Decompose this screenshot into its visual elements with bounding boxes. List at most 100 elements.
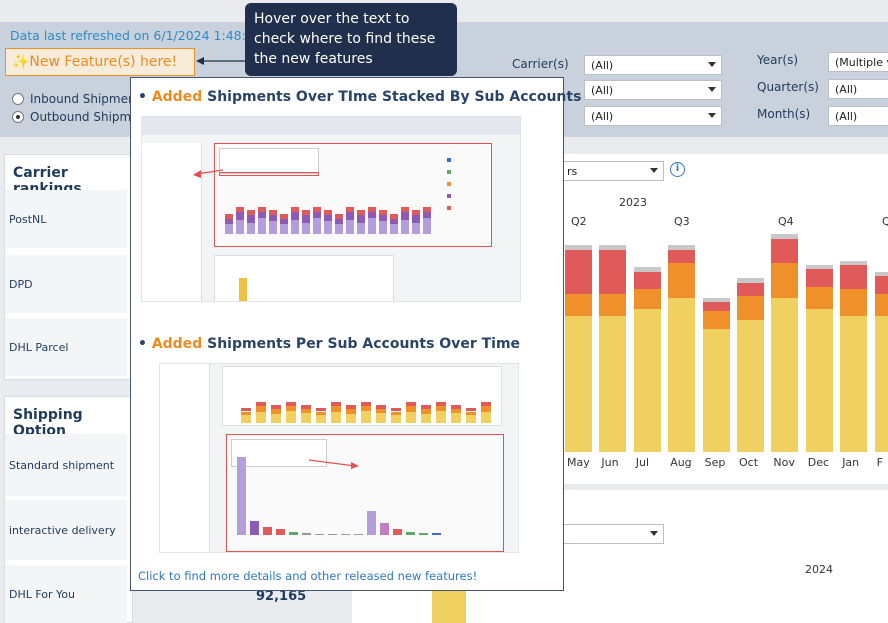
shipping-option-row[interactable]: DHL For You (5, 565, 127, 623)
chart-bar-segment[interactable] (737, 320, 764, 452)
chart-bar-segment[interactable] (771, 234, 799, 239)
thumb-bar-segment (313, 206, 321, 212)
chart-bar-segment[interactable] (668, 249, 696, 263)
chart-bar-segment[interactable] (565, 245, 592, 250)
secondary-chart-select[interactable] (560, 524, 664, 544)
info-icon[interactable]: i (670, 162, 685, 177)
chart-bar-segment[interactable] (668, 245, 696, 250)
thumb-bar-segment (379, 221, 387, 234)
chart-bar-segment[interactable] (668, 262, 696, 298)
filter3-select[interactable]: (All) (584, 106, 722, 126)
thumb-bar-segment (225, 219, 233, 224)
shipping-option-row[interactable]: Standard shipment (5, 434, 127, 496)
chart-measure-select[interactable]: rs (560, 161, 664, 181)
year-select[interactable]: (Multiple va (828, 52, 888, 72)
thumb-bar-segment (466, 407, 476, 412)
year-header-2024: 2024 (805, 563, 833, 576)
chart-bar-segment[interactable] (874, 276, 888, 294)
thumb-bar (380, 523, 389, 535)
radio-outbound[interactable]: Outbound Shipme (12, 110, 139, 124)
chart-bar-segment[interactable] (633, 271, 661, 290)
chart-bar-segment[interactable] (805, 269, 833, 287)
thumb-bar-segment (379, 210, 387, 216)
thumb-side-list (160, 364, 210, 552)
thumb-bar (289, 532, 298, 535)
popup-section2-heading: • Added Shipments Per Sub Accounts Over … (138, 336, 521, 352)
chart-bar-segment[interactable] (668, 298, 696, 452)
thumb-bar-segment (346, 414, 356, 423)
thumb-bar-segment (346, 211, 354, 220)
chevron-down-icon (708, 62, 716, 67)
chart-bar-segment[interactable] (599, 293, 627, 316)
thumb-bar-segment (280, 224, 288, 234)
shipping-option-row[interactable]: interactive delivery (5, 500, 127, 560)
carrier-select[interactable]: (All) (584, 55, 722, 75)
chart-bar-segment[interactable] (702, 302, 730, 312)
chart-bar-segment[interactable] (805, 287, 833, 309)
thumb-bar-segment (346, 404, 356, 409)
chart-bar-segment[interactable] (771, 238, 799, 263)
quarter-select[interactable]: (All) (828, 79, 888, 99)
chart-bar-segment[interactable] (874, 271, 888, 276)
chart-bar-segment[interactable] (737, 295, 764, 320)
chart-bar-segment[interactable] (633, 267, 661, 272)
carrier-filter-label: Carrier(s) (512, 57, 569, 71)
thumb-bar-segment (406, 411, 416, 423)
quarter-label: Q4 (778, 215, 794, 228)
new-features-popup: • Added Shipments Over TIme Stacked By S… (130, 77, 581, 591)
month-select[interactable]: (All) (828, 106, 888, 126)
chart-bar-segment[interactable] (633, 289, 661, 309)
chart-bar-segment[interactable] (737, 282, 764, 296)
chevron-down-icon (650, 531, 658, 536)
thumb-bar-segment (390, 219, 398, 224)
thumb-bar-segment (376, 408, 386, 414)
thumb-bar-segment (390, 214, 398, 219)
release-notes-link[interactable]: Click to find more details and other rel… (138, 569, 478, 583)
chart-bar-segment[interactable] (805, 265, 833, 270)
thumb-bar-segment (331, 411, 341, 423)
chart-bar-segment[interactable] (565, 249, 592, 294)
radio-inbound[interactable]: Inbound Shipmen (12, 92, 136, 106)
thumb-bar-segment (481, 401, 491, 406)
chart-bar-segment[interactable] (565, 315, 592, 452)
carrier-row[interactable]: DHL Parcel (5, 318, 127, 376)
carrier-row[interactable]: DPD (5, 255, 127, 313)
month-label: Jun (601, 456, 619, 469)
chart-bar-segment[interactable] (840, 315, 868, 452)
filter2-select[interactable]: (All) (584, 80, 722, 100)
carrier-name: DHL Parcel (9, 340, 69, 354)
thumb-bar (328, 534, 337, 535)
thumb-bar-segment (379, 215, 387, 221)
thumb-bar (354, 534, 363, 535)
chart-bar-segment[interactable] (702, 328, 730, 452)
chart-bar-segment[interactable] (840, 289, 868, 316)
thumb-bar-segment (247, 210, 255, 216)
carrier-row[interactable]: PostNL (5, 190, 127, 248)
thumb-bar-segment (335, 224, 343, 234)
chart-bar-segment[interactable] (874, 315, 888, 452)
new-feature-button[interactable]: ✨New Feature(s) here! (5, 48, 195, 76)
chart-bar-segment[interactable] (702, 298, 730, 303)
chart-bar-segment[interactable] (771, 262, 799, 298)
thumb-dropdown (231, 439, 327, 467)
thumb-bar-segment (346, 206, 354, 212)
chart-bar-segment[interactable] (737, 278, 764, 283)
chart-bar-segment[interactable] (599, 315, 627, 452)
thumb-bar-segment (247, 215, 255, 223)
chart-bar-segment[interactable] (840, 265, 868, 290)
chart-bar-segment[interactable] (805, 309, 833, 452)
chart-bar-segment[interactable] (771, 298, 799, 452)
chart-bar-segment[interactable] (840, 260, 868, 265)
chart-bar-segment[interactable] (702, 311, 730, 329)
chart-bar-segment[interactable] (633, 309, 661, 452)
chart-bar-segment[interactable] (874, 293, 888, 316)
month-label: Jul (635, 456, 650, 469)
thumb-bar-segment (225, 224, 233, 234)
thumb-bar-segment (335, 214, 343, 219)
chart-bar-segment[interactable] (599, 249, 627, 294)
thumb-bar-segment (391, 407, 401, 412)
chart-bar-segment[interactable] (599, 245, 627, 250)
chart-bar-segment[interactable] (565, 293, 592, 316)
legend-swatch (447, 158, 451, 162)
thumb-bar-segment (301, 408, 311, 414)
